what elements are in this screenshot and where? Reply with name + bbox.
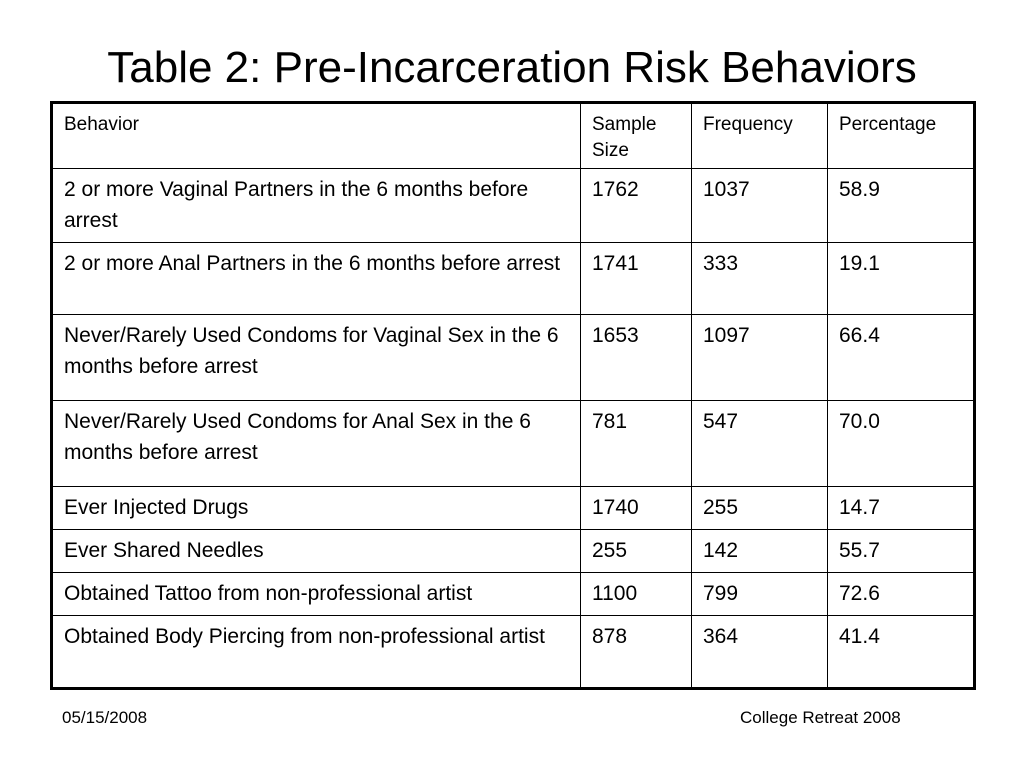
frequency-cell: 1097 [691, 314, 828, 401]
percentage-cell: 58.9 [827, 168, 975, 243]
percentage-cell: 55.7 [827, 529, 975, 573]
frequency-cell: 142 [691, 529, 828, 573]
header-percentage: Percentage [827, 102, 975, 169]
behavior-cell: Obtained Tattoo from non-professional ar… [51, 572, 581, 616]
sample-size-cell: 781 [580, 400, 692, 487]
table-row: 2 or more Vaginal Partners in the 6 mont… [51, 168, 975, 243]
frequency-cell: 547 [691, 400, 828, 487]
footer-date: 05/15/2008 [62, 708, 148, 727]
behavior-cell: Obtained Body Piercing from non-professi… [51, 615, 581, 689]
risk-behaviors-table: Behavior Sample Size Frequency Percentag… [50, 101, 976, 690]
sample-size-cell: 255 [580, 529, 692, 573]
sample-size-cell: 1741 [580, 242, 692, 315]
behavior-cell: Never/Rarely Used Condoms for Vaginal Se… [51, 314, 581, 401]
sample-size-cell: 878 [580, 615, 692, 689]
frequency-cell: 255 [691, 486, 828, 530]
table-row: Ever Shared Needles 255 142 55.7 [51, 529, 975, 573]
behavior-cell: Ever Shared Needles [51, 529, 581, 573]
sample-size-cell: 1653 [580, 314, 692, 401]
footer-event: College Retreat 2008 [740, 708, 901, 727]
header-behavior: Behavior [51, 102, 581, 169]
behavior-cell: 2 or more Vaginal Partners in the 6 mont… [51, 168, 581, 243]
percentage-cell: 19.1 [827, 242, 975, 315]
table-header-row: Behavior Sample Size Frequency Percentag… [51, 102, 975, 169]
percentage-cell: 72.6 [827, 572, 975, 616]
header-frequency: Frequency [691, 102, 828, 169]
percentage-cell: 70.0 [827, 400, 975, 487]
sample-size-cell: 1740 [580, 486, 692, 530]
behavior-cell: Ever Injected Drugs [51, 486, 581, 530]
behavior-cell: 2 or more Anal Partners in the 6 months … [51, 242, 581, 315]
sample-size-cell: 1100 [580, 572, 692, 616]
frequency-cell: 333 [691, 242, 828, 315]
frequency-cell: 799 [691, 572, 828, 616]
behavior-cell: Never/Rarely Used Condoms for Anal Sex i… [51, 400, 581, 487]
table-row: 2 or more Anal Partners in the 6 months … [51, 242, 975, 315]
sample-size-cell: 1762 [580, 168, 692, 243]
percentage-cell: 14.7 [827, 486, 975, 530]
percentage-cell: 66.4 [827, 314, 975, 401]
header-sample-size: Sample Size [580, 102, 692, 169]
table-row: Never/Rarely Used Condoms for Anal Sex i… [51, 400, 975, 487]
percentage-cell: 41.4 [827, 615, 975, 689]
table-row: Obtained Tattoo from non-professional ar… [51, 572, 975, 616]
frequency-cell: 1037 [691, 168, 828, 243]
frequency-cell: 364 [691, 615, 828, 689]
table-row: Obtained Body Piercing from non-professi… [51, 615, 975, 689]
table-row: Ever Injected Drugs 1740 255 14.7 [51, 486, 975, 530]
table-row: Never/Rarely Used Condoms for Vaginal Se… [51, 314, 975, 401]
slide-title: Table 2: Pre-Incarceration Risk Behavior… [107, 43, 917, 92]
